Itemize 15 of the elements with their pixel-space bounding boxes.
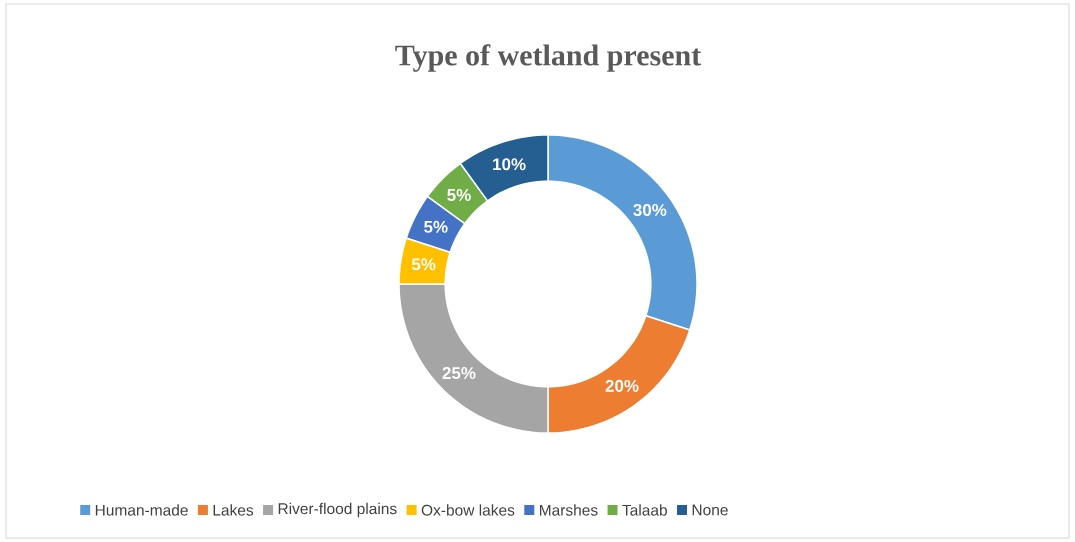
data-label: 30% [633, 203, 667, 217]
data-label: 5% [424, 220, 448, 233]
legend-label: None [692, 504, 728, 516]
legend-label: Lakes [213, 504, 254, 516]
legend-label: Marshes [539, 504, 598, 516]
data-label: 25% [442, 367, 476, 380]
data-label: 5% [447, 188, 471, 201]
legend-label: Human-made [95, 504, 188, 516]
legend-label: Talaab [622, 504, 667, 516]
legend-label: Ox-bow lakes [421, 504, 515, 516]
data-label: 10% [493, 158, 526, 171]
data-label: 5% [411, 258, 436, 271]
legend-label: River-flood plains [278, 502, 397, 518]
data-label: 20% [605, 379, 639, 392]
chart-title: Type of wetland present [395, 44, 702, 72]
